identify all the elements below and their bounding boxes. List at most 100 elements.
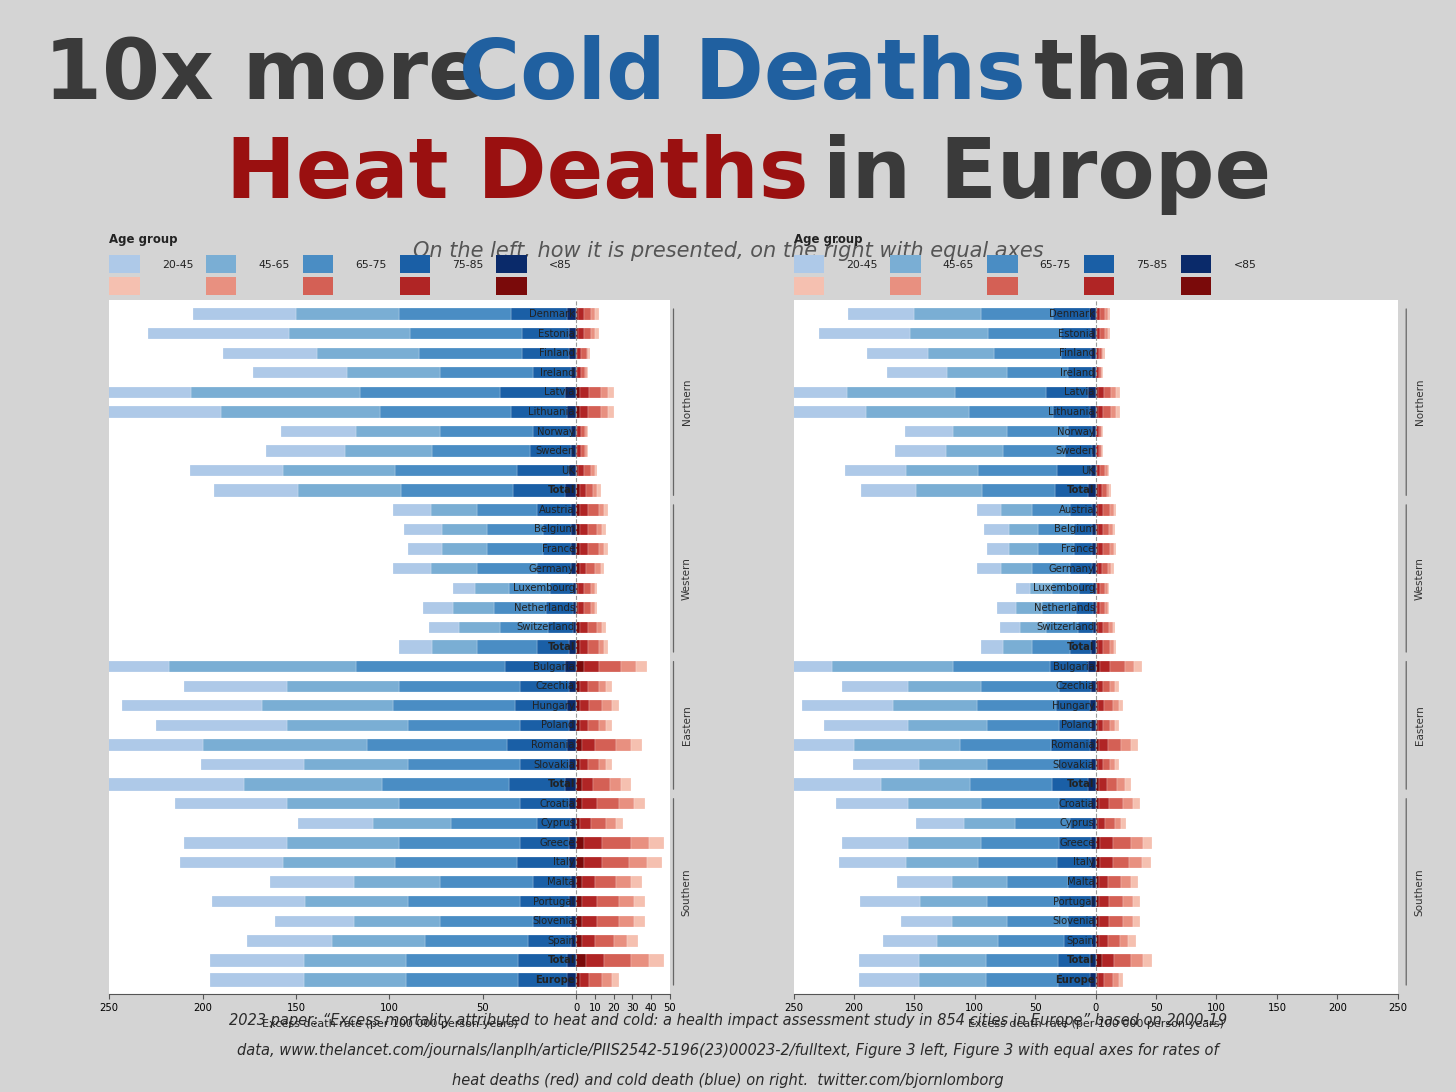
Bar bbox=[1181, 276, 1211, 296]
Bar bbox=[360, 387, 499, 399]
Text: Europe: Europe bbox=[536, 975, 575, 985]
Text: Total: Total bbox=[1067, 642, 1095, 652]
Bar bbox=[891, 254, 920, 273]
Bar bbox=[591, 308, 596, 320]
Bar bbox=[1067, 367, 1092, 379]
Bar bbox=[786, 778, 881, 791]
Text: Germany: Germany bbox=[1048, 563, 1095, 573]
Bar bbox=[577, 700, 579, 712]
Text: Sweden: Sweden bbox=[536, 447, 575, 456]
Bar bbox=[577, 602, 578, 614]
Bar bbox=[1102, 505, 1109, 515]
Bar bbox=[306, 895, 408, 907]
Bar bbox=[405, 524, 441, 535]
Bar bbox=[581, 446, 585, 456]
Bar bbox=[399, 680, 520, 692]
Bar bbox=[604, 505, 609, 515]
Bar bbox=[303, 276, 333, 296]
Bar bbox=[577, 778, 582, 791]
Bar bbox=[610, 778, 622, 791]
Bar bbox=[577, 973, 579, 986]
Bar bbox=[593, 484, 597, 497]
Bar bbox=[577, 661, 584, 673]
Bar bbox=[591, 328, 596, 340]
Bar bbox=[269, 877, 354, 888]
Text: than: than bbox=[1005, 35, 1248, 116]
Bar bbox=[981, 484, 1054, 497]
Bar bbox=[919, 954, 986, 966]
Bar bbox=[596, 602, 597, 614]
Text: Ireland: Ireland bbox=[540, 368, 575, 378]
Bar bbox=[1060, 895, 1091, 907]
Bar bbox=[1089, 308, 1096, 320]
Text: Ireland: Ireland bbox=[1060, 368, 1095, 378]
Bar bbox=[1114, 954, 1131, 966]
Bar bbox=[1131, 877, 1139, 888]
Bar bbox=[1070, 505, 1092, 515]
Bar bbox=[566, 406, 577, 417]
Bar bbox=[579, 563, 585, 574]
Bar bbox=[1124, 661, 1134, 673]
Bar bbox=[881, 778, 970, 791]
Bar bbox=[303, 954, 406, 966]
Bar bbox=[571, 426, 577, 437]
Bar bbox=[1057, 857, 1091, 868]
Bar bbox=[35, 406, 221, 417]
Bar bbox=[1112, 524, 1115, 535]
Bar bbox=[194, 308, 296, 320]
Bar bbox=[1142, 857, 1152, 868]
Bar bbox=[98, 778, 243, 791]
Bar bbox=[399, 641, 432, 653]
Bar bbox=[1091, 641, 1096, 653]
Bar bbox=[288, 328, 411, 340]
Bar bbox=[577, 544, 579, 555]
Bar bbox=[1089, 954, 1096, 966]
Bar bbox=[1111, 387, 1117, 399]
Text: Switzerland: Switzerland bbox=[517, 622, 575, 632]
Bar bbox=[1112, 973, 1118, 986]
Bar bbox=[565, 778, 577, 791]
Bar bbox=[1101, 838, 1112, 848]
Bar bbox=[635, 798, 645, 809]
Bar bbox=[1059, 954, 1089, 966]
Bar bbox=[1089, 739, 1096, 750]
Bar bbox=[381, 778, 510, 791]
Bar bbox=[604, 641, 609, 653]
Bar bbox=[619, 895, 635, 907]
Bar bbox=[584, 857, 603, 868]
Text: Lithuania: Lithuania bbox=[1048, 407, 1095, 417]
Bar bbox=[596, 328, 598, 340]
Bar bbox=[1096, 973, 1098, 986]
Bar bbox=[380, 406, 511, 417]
Bar bbox=[1070, 818, 1092, 829]
Bar bbox=[582, 798, 597, 809]
Text: Southern: Southern bbox=[1415, 868, 1424, 916]
Bar bbox=[895, 446, 946, 456]
Bar bbox=[585, 446, 587, 456]
Bar bbox=[399, 798, 520, 809]
Bar bbox=[1101, 602, 1105, 614]
Bar bbox=[0, 387, 191, 399]
Bar bbox=[1008, 877, 1067, 888]
Text: On the left, how it is presented, on the right with equal axes: On the left, how it is presented, on the… bbox=[412, 241, 1044, 261]
Bar bbox=[713, 387, 847, 399]
Bar bbox=[1091, 838, 1096, 848]
Bar bbox=[597, 484, 601, 497]
Bar bbox=[961, 739, 1051, 750]
Bar bbox=[1051, 739, 1089, 750]
Bar bbox=[1101, 582, 1105, 594]
Bar bbox=[598, 505, 604, 515]
Bar bbox=[393, 700, 514, 712]
Bar bbox=[191, 387, 360, 399]
Bar bbox=[440, 426, 533, 437]
Bar bbox=[518, 973, 566, 986]
Bar bbox=[578, 465, 584, 476]
Bar bbox=[213, 895, 306, 907]
Bar bbox=[1101, 308, 1105, 320]
Text: Cyprus: Cyprus bbox=[540, 818, 575, 829]
Bar bbox=[1053, 406, 1089, 417]
Bar bbox=[588, 544, 598, 555]
Bar bbox=[596, 935, 614, 947]
Bar bbox=[1067, 915, 1092, 927]
Bar bbox=[1121, 739, 1131, 750]
